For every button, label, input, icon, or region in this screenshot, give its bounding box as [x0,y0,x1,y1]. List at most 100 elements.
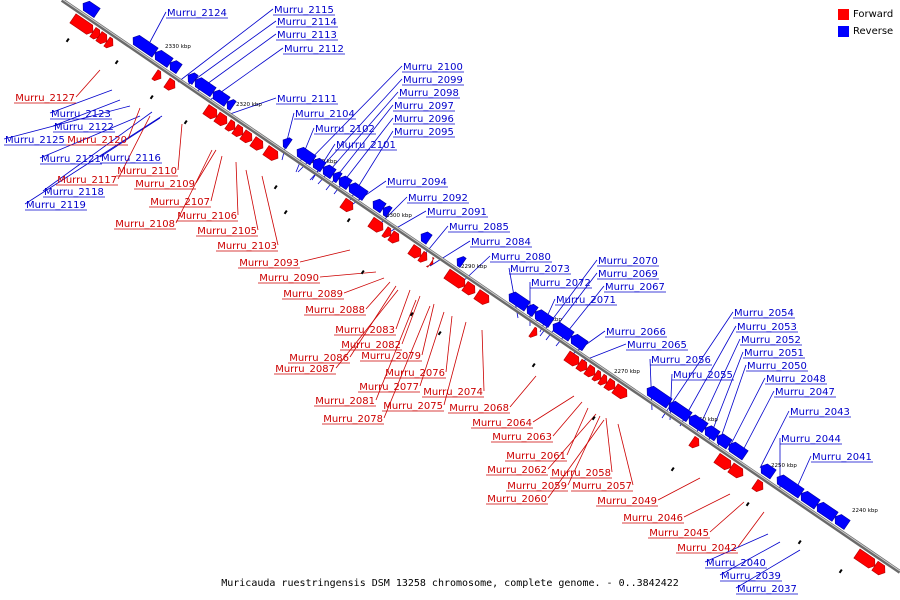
forward-gene-feature[interactable] [611,383,630,401]
gene-label[interactable]: Murru_2118 [44,187,104,198]
reverse-gene-feature[interactable] [666,399,693,423]
forward-gene-feature[interactable] [262,145,281,163]
forward-gene-feature[interactable] [473,289,492,307]
gene-label[interactable]: Murru_2111 [277,94,337,105]
gene-label[interactable]: Murru_2044 [781,434,841,445]
gene-label[interactable]: Murru_2068 [449,403,509,414]
gene-label[interactable]: Murru_2072 [531,278,591,289]
reverse-gene-feature[interactable] [310,156,327,173]
gene-label[interactable]: Murru_2081 [315,396,375,407]
gene-label[interactable]: Murru_2042 [677,543,737,554]
gene-label[interactable]: Murru_2098 [399,88,459,99]
reverse-gene-feature[interactable] [336,174,353,191]
gene-label[interactable]: Murru_2108 [115,219,175,230]
forward-gene-feature[interactable] [163,77,178,93]
gene-label[interactable]: Murru_2059 [507,481,567,492]
gene-label[interactable]: Murru_2045 [649,528,709,539]
gene-label[interactable]: Murru_2065 [627,340,687,351]
gene-label[interactable]: Murru_2103 [217,241,277,252]
gene-label[interactable]: Murru_2075 [383,401,443,412]
reverse-gene-feature[interactable] [454,254,467,268]
forward-gene-feature[interactable] [103,36,116,50]
forward-gene-feature[interactable] [591,369,604,383]
reverse-gene-feature[interactable] [506,290,531,312]
gene-label[interactable]: Murru_2088 [305,305,365,316]
gene-label[interactable]: Murru_2060 [487,494,547,505]
gene-label[interactable]: Murru_2037 [737,584,797,595]
gene-label[interactable]: Murru_2113 [277,30,337,41]
forward-gene-feature[interactable] [603,377,618,393]
reverse-gene-feature[interactable] [832,512,851,530]
reverse-gene-feature[interactable] [224,97,237,111]
gene-label[interactable]: Murru_2071 [556,295,616,306]
gene-label[interactable]: Murru_2116 [101,153,161,164]
gene-label[interactable]: Murru_2079 [361,351,421,362]
reverse-gene-feature[interactable] [814,500,839,522]
reverse-gene-feature[interactable] [774,473,805,499]
gene-label[interactable]: Murru_2125 [5,135,65,146]
forward-gene-feature[interactable] [239,129,255,145]
forward-gene-feature[interactable] [461,280,478,297]
gene-label[interactable]: Murru_2104 [295,109,355,120]
gene-label[interactable]: Murru_2095 [394,127,454,138]
gene-label[interactable]: Murru_2083 [335,325,395,336]
gene-label[interactable]: Murru_2094 [387,177,447,188]
gene-label[interactable]: Murru_2097 [394,101,454,112]
forward-gene-feature[interactable] [713,452,734,472]
gene-label[interactable]: Murru_2123 [51,109,111,120]
forward-gene-feature[interactable] [407,244,424,261]
gene-label[interactable]: Murru_2115 [274,5,334,16]
gene-label[interactable]: Murru_2089 [283,289,343,300]
gene-label[interactable]: Murru_2127 [15,93,75,104]
gene-label[interactable]: Murru_2064 [472,418,532,429]
reverse-gene-feature[interactable] [294,145,317,166]
gene-label[interactable]: Murru_2049 [597,496,657,507]
gene-label[interactable]: Murru_2101 [336,140,396,151]
gene-label[interactable]: Murru_2066 [606,327,666,338]
gene-label[interactable]: Murru_2122 [54,122,114,133]
reverse-gene-feature[interactable] [210,88,231,107]
gene-label[interactable]: Murru_2112 [284,44,344,55]
reverse-gene-feature[interactable] [532,307,555,328]
reverse-gene-feature[interactable] [192,75,217,98]
gene-label[interactable]: Murru_2069 [598,269,658,280]
gene-label[interactable]: Murru_2039 [721,571,781,582]
gene-label[interactable]: Murru_2106 [177,211,237,222]
gene-label[interactable]: Murru_2096 [394,114,454,125]
gene-label[interactable]: Murru_2067 [605,282,665,293]
forward-gene-feature[interactable] [688,435,702,450]
forward-gene-feature[interactable] [528,326,540,339]
reverse-gene-feature[interactable] [568,332,589,352]
gene-label[interactable]: Murru_2041 [812,452,872,463]
gene-label[interactable]: Murru_2061 [506,451,566,462]
gene-label[interactable]: Murru_2040 [706,558,766,569]
forward-gene-feature[interactable] [443,268,468,290]
gene-label[interactable]: Murru_2057 [572,481,632,492]
forward-gene-feature[interactable] [387,230,402,246]
gene-label[interactable]: Murru_2093 [239,258,299,269]
gene-label[interactable]: Murru_2099 [403,75,463,86]
forward-gene-feature[interactable] [339,197,356,214]
gene-label[interactable]: Murru_2085 [449,222,509,233]
gene-label[interactable]: Murru_2117 [57,175,117,186]
reverse-gene-feature[interactable] [185,71,199,85]
forward-gene-feature[interactable] [151,69,164,83]
reverse-gene-feature[interactable] [380,204,393,218]
gene-label[interactable]: Murru_2055 [673,370,733,381]
gene-label[interactable]: Murru_2051 [744,348,804,359]
gene-label[interactable]: Murru_2092 [408,193,468,204]
gene-label[interactable]: Murru_2056 [651,355,711,366]
forward-gene-feature[interactable] [381,226,394,240]
reverse-gene-feature[interactable] [130,33,159,58]
forward-gene-feature[interactable] [417,250,430,264]
reverse-gene-feature[interactable] [798,489,821,510]
gene-label[interactable]: Murru_2107 [150,197,210,208]
gene-label[interactable]: Murru_2087 [275,364,335,375]
reverse-gene-feature[interactable] [320,163,337,180]
forward-gene-feature[interactable] [751,478,766,494]
reverse-gene-feature[interactable] [418,230,433,245]
gene-label[interactable]: Murru_2076 [385,368,445,379]
gene-label[interactable]: Murru_2091 [427,207,487,218]
reverse-gene-feature[interactable] [330,170,343,184]
forward-gene-feature[interactable] [249,136,266,153]
